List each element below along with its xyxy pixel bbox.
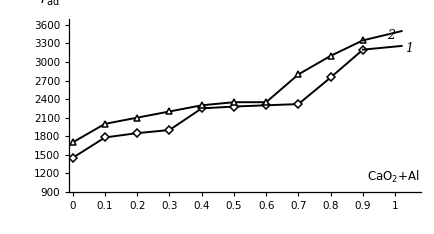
Text: 2: 2 bbox=[387, 29, 395, 42]
Text: 1: 1 bbox=[405, 42, 413, 55]
Text: CaO$_2$+Al: CaO$_2$+Al bbox=[367, 169, 419, 185]
Text: $T_{\mathrm{ad}}$: $T_{\mathrm{ad}}$ bbox=[38, 0, 59, 8]
